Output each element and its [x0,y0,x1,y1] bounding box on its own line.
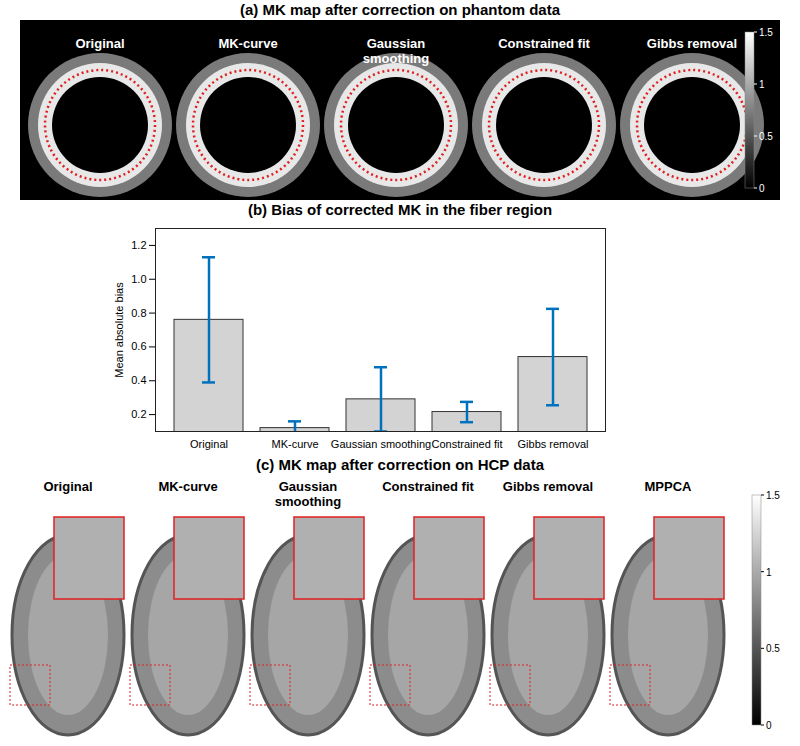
svg-text:Gibbs removal: Gibbs removal [647,36,737,51]
html-text:(b) Bias of corrected MK in th: (b) Bias of corrected MK in the fiber re… [247,201,553,218]
svg-text:MK-curve: MK-curve [218,36,277,51]
svg-text:Original: Original [43,479,92,494]
svg-text:0.5: 0.5 [766,643,780,654]
svg-text:Gibbs removal: Gibbs removal [518,438,589,450]
svg-text:Constrained fit: Constrained fit [432,438,503,450]
svg-text:Mean absolute bias: Mean absolute bias [113,282,125,378]
svg-text:1: 1 [766,567,772,578]
svg-text:1.2: 1.2 [131,239,146,251]
svg-text:0.2: 0.2 [131,408,146,420]
svg-text:Gaussiansmoothing: Gaussiansmoothing [275,479,341,509]
svg-text:0.6: 0.6 [131,340,146,352]
svg-text:1.5: 1.5 [766,490,780,501]
svg-text:1: 1 [759,79,765,90]
svg-text:Constrained fit: Constrained fit [382,479,474,494]
svg-text:MK-curve: MK-curve [158,479,217,494]
svg-text:Gibbs removal: Gibbs removal [503,479,593,494]
svg-text:MPPCA: MPPCA [645,479,693,494]
html-text:(a) MK map after correction on: (a) MK map after correction on phantom d… [240,1,560,18]
svg-text:0.4: 0.4 [131,374,146,386]
svg-text:0.5: 0.5 [759,131,773,142]
svg-text:Gaussian smoothing: Gaussian smoothing [331,438,431,450]
html-text:(c) MK map after correction on: (c) MK map after correction on HCP data [255,456,544,473]
svg-text:0.8: 0.8 [131,307,146,319]
svg-text:Original: Original [75,36,124,51]
svg-text:Gaussiansmoothing: Gaussiansmoothing [363,36,429,66]
svg-text:1.5: 1.5 [759,27,773,38]
svg-text:Original: Original [190,438,228,450]
svg-text:MK-curve: MK-curve [271,438,318,450]
svg-text:1.0: 1.0 [131,273,146,285]
svg-text:0: 0 [766,720,772,731]
svg-text:Constrained fit: Constrained fit [498,36,590,51]
svg-text:0: 0 [759,183,765,194]
